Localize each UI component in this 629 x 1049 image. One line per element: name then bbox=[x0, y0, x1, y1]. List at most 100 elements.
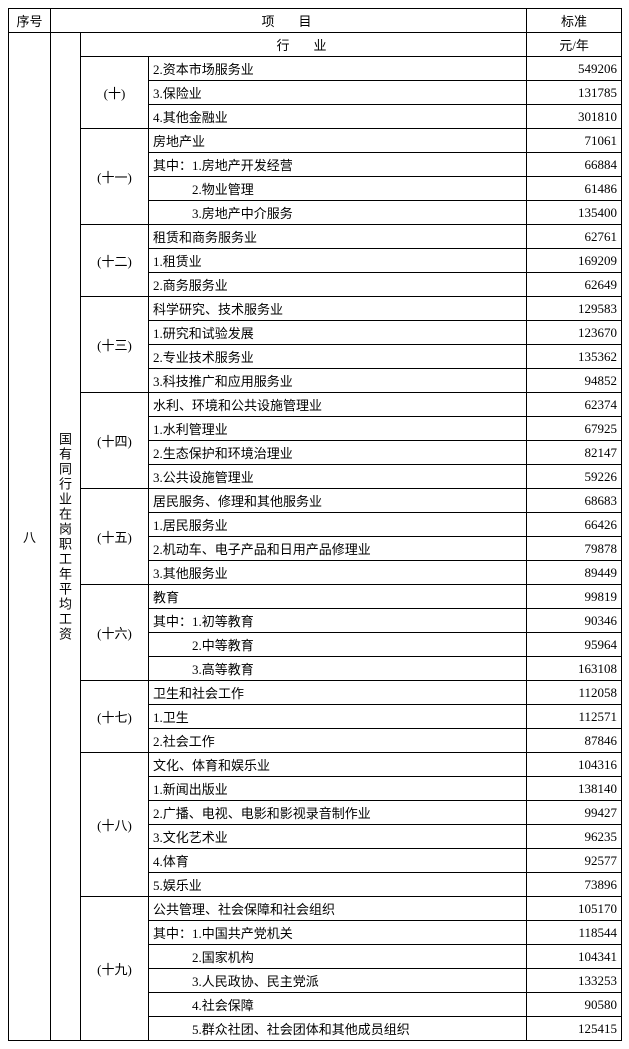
table-row: (十九)公共管理、社会保障和社会组织105170 bbox=[9, 897, 622, 921]
row-value: 82147 bbox=[527, 441, 622, 465]
group-sub: (十七) bbox=[81, 681, 149, 753]
row-value: 66884 bbox=[527, 153, 622, 177]
row-value: 94852 bbox=[527, 369, 622, 393]
row-value: 95964 bbox=[527, 633, 622, 657]
row-label: 1.租赁业 bbox=[149, 249, 527, 273]
row-label: 科学研究、技术服务业 bbox=[149, 297, 527, 321]
row-value: 104341 bbox=[527, 945, 622, 969]
row-label: 3.人民政协、民主党派 bbox=[149, 969, 527, 993]
row-label: 水利、环境和公共设施管理业 bbox=[149, 393, 527, 417]
row-label: 2.机动车、电子产品和日用产品修理业 bbox=[149, 537, 527, 561]
row-value: 99427 bbox=[527, 801, 622, 825]
row-label: 4.社会保障 bbox=[149, 993, 527, 1017]
row-value: 89449 bbox=[527, 561, 622, 585]
row-value: 68683 bbox=[527, 489, 622, 513]
col-unit: 元/年 bbox=[527, 33, 622, 57]
row-label: 2.商务服务业 bbox=[149, 273, 527, 297]
group-sub: (十一) bbox=[81, 129, 149, 225]
row-label: 4.体育 bbox=[149, 849, 527, 873]
group-sub: (十九) bbox=[81, 897, 149, 1041]
group-sub: (十三) bbox=[81, 297, 149, 393]
row-value: 92577 bbox=[527, 849, 622, 873]
group-sub: (十五) bbox=[81, 489, 149, 585]
row-label: 2.生态保护和环境治理业 bbox=[149, 441, 527, 465]
col-seq: 序号 bbox=[9, 9, 51, 33]
row-value: 112058 bbox=[527, 681, 622, 705]
row-value: 135400 bbox=[527, 201, 622, 225]
row-label: 5.娱乐业 bbox=[149, 873, 527, 897]
row-label: 居民服务、修理和其他服务业 bbox=[149, 489, 527, 513]
row-label: 租赁和商务服务业 bbox=[149, 225, 527, 249]
table-row: (十四)水利、环境和公共设施管理业62374 bbox=[9, 393, 622, 417]
row-value: 71061 bbox=[527, 129, 622, 153]
row-label: 2.中等教育 bbox=[149, 633, 527, 657]
row-label: 房地产业 bbox=[149, 129, 527, 153]
row-value: 129583 bbox=[527, 297, 622, 321]
col-item: 项目 bbox=[51, 9, 527, 33]
row-label: 1.新闻出版业 bbox=[149, 777, 527, 801]
row-label: 2.物业管理 bbox=[149, 177, 527, 201]
row-value: 301810 bbox=[527, 105, 622, 129]
row-label: 其中：1.中国共产党机关 bbox=[149, 921, 527, 945]
row-value: 90580 bbox=[527, 993, 622, 1017]
row-label: 2.专业技术服务业 bbox=[149, 345, 527, 369]
row-value: 169209 bbox=[527, 249, 622, 273]
row-value: 96235 bbox=[527, 825, 622, 849]
row-label: 3.科技推广和应用服务业 bbox=[149, 369, 527, 393]
row-label: 3.保险业 bbox=[149, 81, 527, 105]
row-label: 3.公共设施管理业 bbox=[149, 465, 527, 489]
row-value: 62649 bbox=[527, 273, 622, 297]
row-label: 4.其他金融业 bbox=[149, 105, 527, 129]
group-sub: (十八) bbox=[81, 753, 149, 897]
row-value: 133253 bbox=[527, 969, 622, 993]
row-label: 1.研究和试验发展 bbox=[149, 321, 527, 345]
row-value: 135362 bbox=[527, 345, 622, 369]
col-standard: 标准 bbox=[527, 9, 622, 33]
col-industry: 行业 bbox=[81, 33, 527, 57]
group-sub: (十二) bbox=[81, 225, 149, 297]
row-value: 61486 bbox=[527, 177, 622, 201]
row-label: 1.卫生 bbox=[149, 705, 527, 729]
row-value: 163108 bbox=[527, 657, 622, 681]
row-value: 123670 bbox=[527, 321, 622, 345]
row-value: 90346 bbox=[527, 609, 622, 633]
table-row: (十八)文化、体育和娱乐业104316 bbox=[9, 753, 622, 777]
row-value: 104316 bbox=[527, 753, 622, 777]
row-label: 卫生和社会工作 bbox=[149, 681, 527, 705]
row-label: 2.国家机构 bbox=[149, 945, 527, 969]
row-value: 59226 bbox=[527, 465, 622, 489]
table-row: (十六)教育99819 bbox=[9, 585, 622, 609]
row-label: 1.水利管理业 bbox=[149, 417, 527, 441]
row-value: 118544 bbox=[527, 921, 622, 945]
group-sub: (十六) bbox=[81, 585, 149, 681]
row-value: 67925 bbox=[527, 417, 622, 441]
row-label: 教育 bbox=[149, 585, 527, 609]
category-label: 国有同行业在岗职工年平均工资 bbox=[55, 432, 74, 642]
row-value: 549206 bbox=[527, 57, 622, 81]
row-value: 131785 bbox=[527, 81, 622, 105]
row-label: 2.资本市场服务业 bbox=[149, 57, 527, 81]
row-label: 3.高等教育 bbox=[149, 657, 527, 681]
row-label: 3.文化艺术业 bbox=[149, 825, 527, 849]
seq-value: 八 bbox=[9, 33, 51, 1041]
row-label: 其中：1.初等教育 bbox=[149, 609, 527, 633]
row-value: 87846 bbox=[527, 729, 622, 753]
row-value: 105170 bbox=[527, 897, 622, 921]
row-label: 公共管理、社会保障和社会组织 bbox=[149, 897, 527, 921]
row-label: 2.社会工作 bbox=[149, 729, 527, 753]
row-value: 62761 bbox=[527, 225, 622, 249]
table-row: (十三)科学研究、技术服务业129583 bbox=[9, 297, 622, 321]
row-label: 3.房地产中介服务 bbox=[149, 201, 527, 225]
table-row: (十)2.资本市场服务业549206 bbox=[9, 57, 622, 81]
row-value: 73896 bbox=[527, 873, 622, 897]
table-row: (十二)租赁和商务服务业62761 bbox=[9, 225, 622, 249]
row-value: 99819 bbox=[527, 585, 622, 609]
table-row: (十一)房地产业71061 bbox=[9, 129, 622, 153]
row-value: 138140 bbox=[527, 777, 622, 801]
row-value: 79878 bbox=[527, 537, 622, 561]
row-value: 125415 bbox=[527, 1017, 622, 1041]
row-label: 2.广播、电视、电影和影视录音制作业 bbox=[149, 801, 527, 825]
group-sub: (十四) bbox=[81, 393, 149, 489]
row-label: 5.群众社团、社会团体和其他成员组织 bbox=[149, 1017, 527, 1041]
row-label: 其中：1.房地产开发经营 bbox=[149, 153, 527, 177]
